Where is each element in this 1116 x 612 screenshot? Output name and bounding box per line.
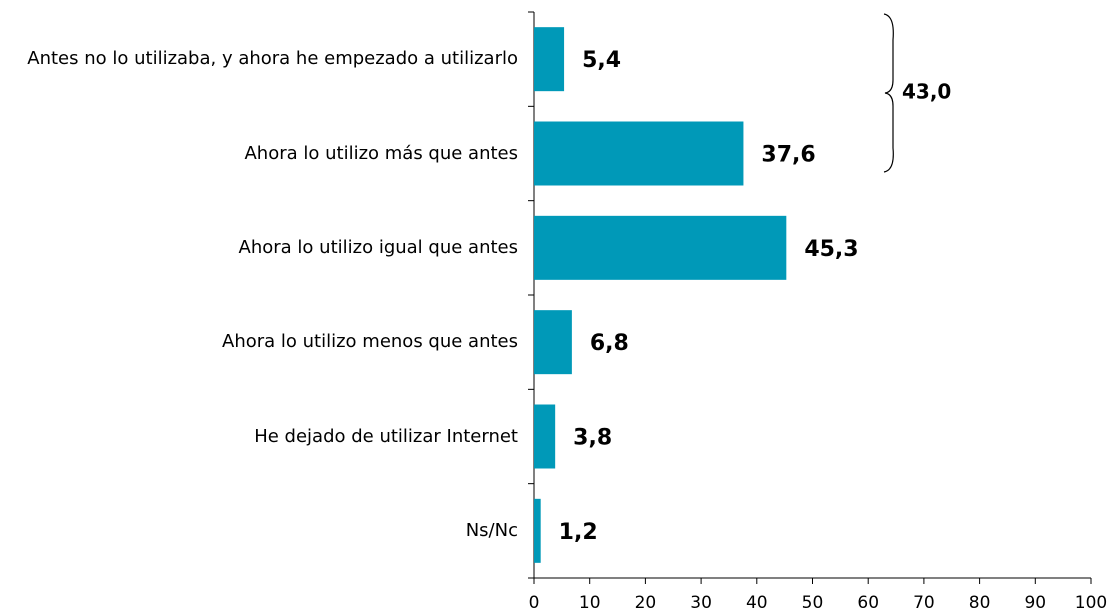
category-label: Ns/Nc bbox=[465, 519, 518, 541]
x-tick-label: 100 bbox=[1075, 593, 1107, 612]
x-tick-label: 30 bbox=[690, 593, 712, 612]
brace bbox=[883, 13, 894, 173]
bar bbox=[534, 27, 565, 92]
value-label: 37,6 bbox=[761, 143, 815, 168]
category-label: Ahora lo utilizo más que antes bbox=[244, 142, 518, 164]
category-label: He dejado de utilizar Internet bbox=[254, 425, 518, 447]
bar bbox=[534, 404, 556, 469]
bar bbox=[534, 215, 787, 280]
category-label: Ahora lo utilizo igual que antes bbox=[238, 236, 518, 258]
value-label: 1,2 bbox=[559, 520, 598, 545]
x-tick-label: 40 bbox=[746, 593, 768, 612]
x-tick-label: 20 bbox=[635, 593, 657, 612]
bar bbox=[534, 498, 541, 563]
x-tick-label: 90 bbox=[1024, 593, 1046, 612]
value-label: 45,3 bbox=[804, 237, 858, 262]
x-tick-label: 80 bbox=[969, 593, 991, 612]
x-tick-label: 0 bbox=[529, 593, 540, 612]
x-tick-label: 50 bbox=[802, 593, 824, 612]
value-label: 3,8 bbox=[573, 426, 612, 451]
value-label: 5,4 bbox=[582, 48, 621, 73]
category-label: Ahora lo utilizo menos que antes bbox=[222, 331, 518, 353]
bar bbox=[534, 121, 744, 186]
x-tick-label: 60 bbox=[857, 593, 879, 612]
category-label: Antes no lo utilizaba, y ahora he empeza… bbox=[27, 48, 518, 70]
value-label: 6,8 bbox=[590, 331, 629, 356]
x-tick-label: 10 bbox=[579, 593, 601, 612]
x-tick-label: 70 bbox=[913, 593, 935, 612]
annotation: 43,0 bbox=[902, 80, 951, 104]
bar bbox=[534, 310, 572, 375]
